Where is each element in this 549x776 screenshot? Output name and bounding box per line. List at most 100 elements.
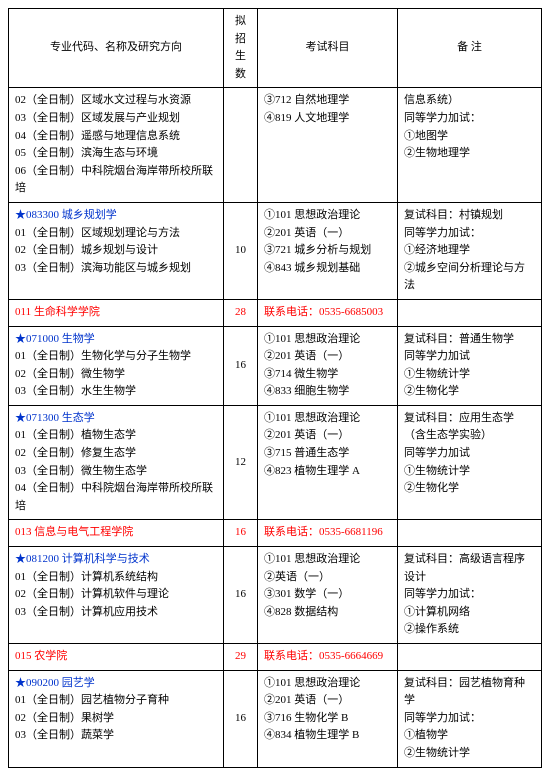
cell-line: ②英语（一） [264,569,391,587]
cell-line: ②201 英语（一） [264,692,391,710]
table-row: ★090200 园艺学01（全日制）园艺植物分子育种02（全日制）果树学03（全… [9,670,542,767]
cell-line: 03（全日制）计算机应用技术 [15,604,217,622]
cell-line: 011 生命科学学院 [15,304,217,322]
cell-line: ③715 普通生态学 [264,445,391,463]
cell-line: 02（全日制）区域水文过程与水资源 [15,92,217,110]
cell-line: 01（全日制）生物化学与分子生物学 [15,348,217,366]
subjects-cell: ①101 思想政治理论②201 英语（一）③716 生物化学 B④834 植物生… [258,670,398,767]
program-cell: 02（全日制）区域水文过程与水资源03（全日制）区域发展与产业规划04（全日制）… [9,88,224,203]
cell-line: 02（全日制）计算机软件与理论 [15,586,217,604]
remarks-cell [398,644,542,671]
program-cell: 011 生命科学学院 [9,299,224,326]
cell-line: ★071000 生物学 [15,331,217,349]
remarks-cell [398,299,542,326]
quota-cell: 16 [224,326,258,405]
cell-line: ①计算机网络 [404,604,535,622]
cell-line: 联系电话：0535-6664669 [264,648,391,666]
cell-line: ①生物统计学 [404,366,535,384]
quota-cell: 29 [224,644,258,671]
column-header: 拟招生数 [224,9,258,88]
cell-line: ①经济地理学 [404,242,535,260]
cell-line: 复试科目：村镇规划 [404,207,535,225]
cell-line: ②生物统计学 [404,745,535,763]
cell-line: ②201 英语（一） [264,427,391,445]
remarks-cell: 复试科目：高级语言程序设计同等学力加试：①计算机网络②操作系统 [398,547,542,644]
cell-line: 02（全日制）修复生态学 [15,445,217,463]
cell-line: 03（全日制）蔬菜学 [15,727,217,745]
quota-cell: 16 [224,670,258,767]
cell-line: 01（全日制）区域规划理论与方法 [15,225,217,243]
cell-line: ③714 微生物学 [264,366,391,384]
subjects-cell: 联系电话：0535-6664669 [258,644,398,671]
cell-line: 05（全日制）滨海生态与环境 [15,145,217,163]
cell-line: 同等学力加试 [404,445,535,463]
cell-line: ②201 英语（一） [264,225,391,243]
table-row: 011 生命科学学院 28 联系电话：0535-6685003 [9,299,542,326]
quota-cell: 10 [224,202,258,299]
remarks-cell: 复试科目：村镇规划同等学力加试：①经济地理学②城乡空间分析理论与方法 [398,202,542,299]
cell-line: ①植物学 [404,727,535,745]
cell-line: ★081200 计算机科学与技术 [15,551,217,569]
quota-cell: 12 [224,405,258,520]
subjects-cell: ①101 思想政治理论②201 英语（一）③714 微生物学④833 细胞生物学 [258,326,398,405]
column-header: 专业代码、名称及研究方向 [9,9,224,88]
cell-line: ④823 植物生理学 A [264,463,391,481]
cell-line: ①101 思想政治理论 [264,551,391,569]
cell-line: 同等学力加试： [404,586,535,604]
cell-line: ③712 自然地理学 [264,92,391,110]
remarks-cell: 复试科目：应用生态学（含生态学实验）同等学力加试①生物统计学②生物化学 [398,405,542,520]
cell-line: ①101 思想政治理论 [264,675,391,693]
cell-line: ①101 思想政治理论 [264,410,391,428]
remarks-cell: 复试科目：园艺植物育种学同等学力加试：①植物学②生物统计学 [398,670,542,767]
remarks-cell: 复试科目：普通生物学同等学力加试①生物统计学②生物化学 [398,326,542,405]
cell-line: 03（全日制）区域发展与产业规划 [15,110,217,128]
cell-line: ④819 人文地理学 [264,110,391,128]
cell-line: ②操作系统 [404,621,535,639]
cell-line: 06（全日制）中科院烟台海岸带所校所联培 [15,163,217,198]
program-cell: ★090200 园艺学01（全日制）园艺植物分子育种02（全日制）果树学03（全… [9,670,224,767]
cell-line: ②生物化学 [404,383,535,401]
subjects-cell: 联系电话：0535-6681196 [258,520,398,547]
subjects-cell: ③712 自然地理学④819 人文地理学 [258,88,398,203]
remarks-cell: 信息系统）同等学力加试：①地图学②生物地理学 [398,88,542,203]
program-cell: 015 农学院 [9,644,224,671]
cell-line: 03（全日制）水生生物学 [15,383,217,401]
table-row: ★081200 计算机科学与技术01（全日制）计算机系统结构02（全日制）计算机… [9,547,542,644]
cell-line: ②生物地理学 [404,145,535,163]
cell-line: 03（全日制）滨海功能区与城乡规划 [15,260,217,278]
cell-line: 013 信息与电气工程学院 [15,524,217,542]
table-row: ★071300 生态学01（全日制）植物生态学02（全日制）修复生态学03（全日… [9,405,542,520]
cell-line: ④828 数据结构 [264,604,391,622]
quota-cell: 16 [224,547,258,644]
quota-cell: 28 [224,299,258,326]
cell-line: 联系电话：0535-6681196 [264,524,391,542]
cell-line: 02（全日制）微生物学 [15,366,217,384]
cell-line: 01（全日制）植物生态学 [15,427,217,445]
cell-line: 复试科目：园艺植物育种学 [404,675,535,710]
cell-line: ①101 思想政治理论 [264,207,391,225]
cell-line: 信息系统） [404,92,535,110]
cell-line: ①地图学 [404,128,535,146]
subjects-cell: 联系电话：0535-6685003 [258,299,398,326]
table-row: 015 农学院 29 联系电话：0535-6664669 [9,644,542,671]
table-row: ★083300 城乡规划学01（全日制）区域规划理论与方法02（全日制）城乡规划… [9,202,542,299]
cell-line: 复试科目：普通生物学 [404,331,535,349]
remarks-cell [398,520,542,547]
cell-line: ①101 思想政治理论 [264,331,391,349]
program-cell: ★081200 计算机科学与技术01（全日制）计算机系统结构02（全日制）计算机… [9,547,224,644]
cell-line: ③301 数学（一） [264,586,391,604]
cell-line: 联系电话：0535-6685003 [264,304,391,322]
cell-line: ③721 城乡分析与规划 [264,242,391,260]
program-cell: ★083300 城乡规划学01（全日制）区域规划理论与方法02（全日制）城乡规划… [9,202,224,299]
subjects-cell: ①101 思想政治理论②201 英语（一）③715 普通生态学④823 植物生理… [258,405,398,520]
cell-line: 同等学力加试： [404,225,535,243]
cell-line: ★090200 园艺学 [15,675,217,693]
catalog-table: 专业代码、名称及研究方向拟招生数考试科目备 注02（全日制）区域水文过程与水资源… [8,8,542,768]
cell-line: 02（全日制）城乡规划与设计 [15,242,217,260]
cell-line: 015 农学院 [15,648,217,666]
cell-line: 同等学力加试： [404,110,535,128]
cell-line: 04（全日制）遥感与地理信息系统 [15,128,217,146]
cell-line: ②201 英语（一） [264,348,391,366]
quota-cell: 16 [224,520,258,547]
cell-line: 复试科目：应用生态学（含生态学实验） [404,410,535,445]
